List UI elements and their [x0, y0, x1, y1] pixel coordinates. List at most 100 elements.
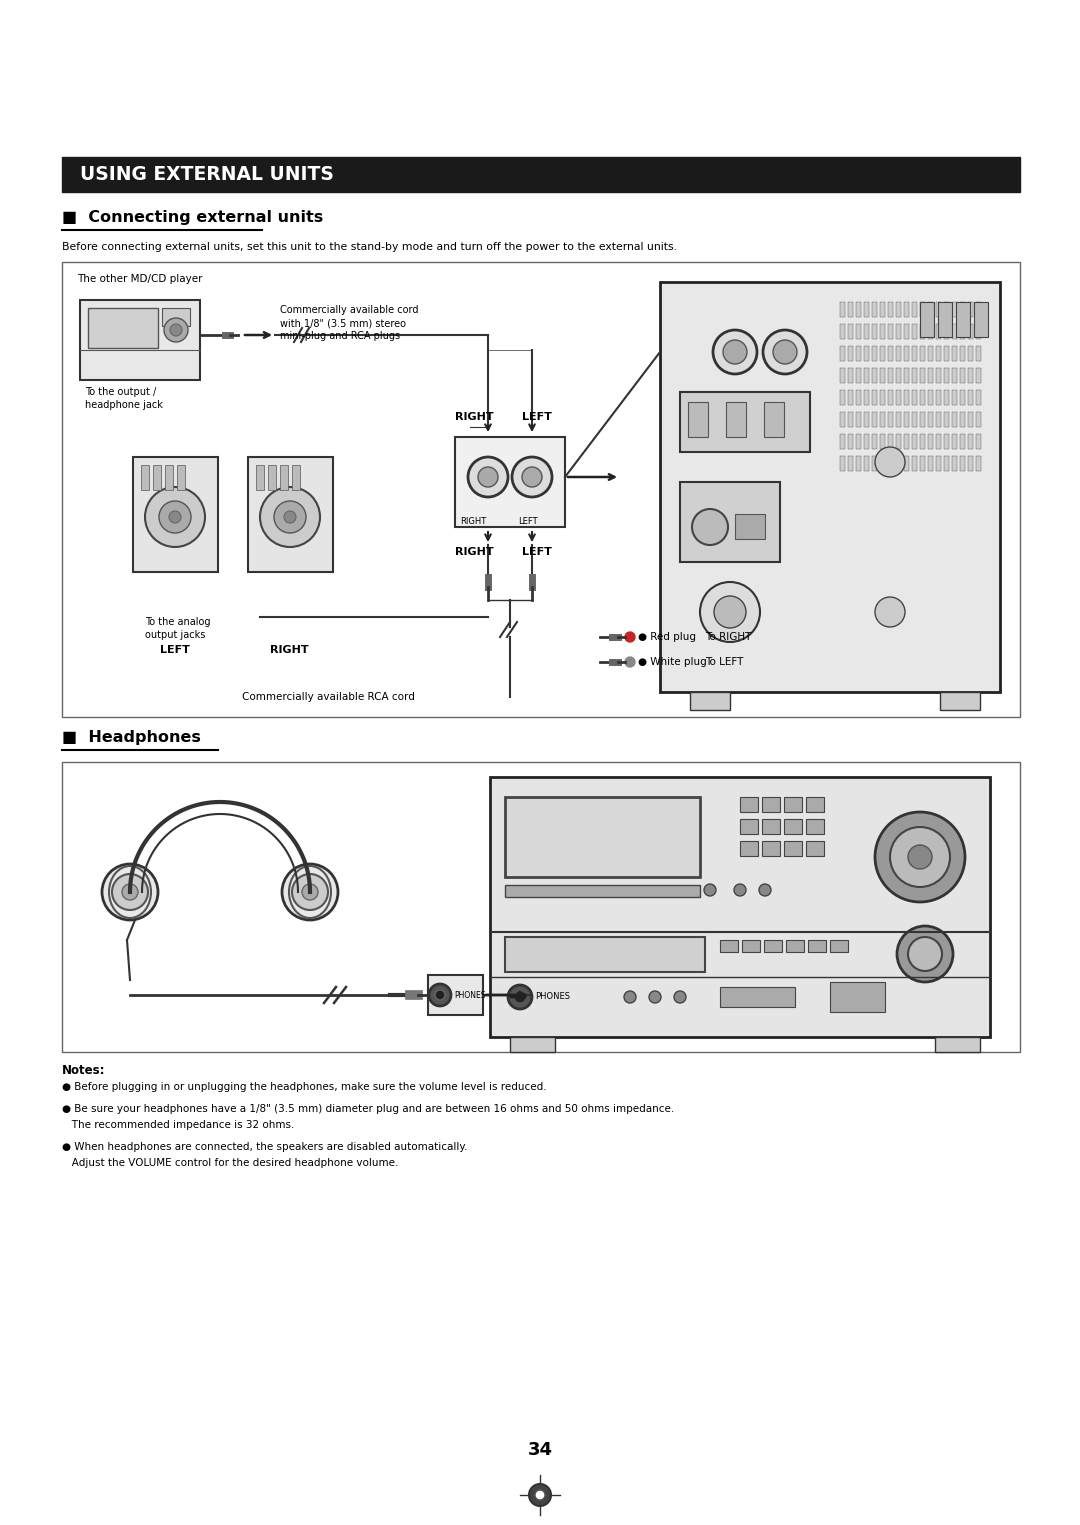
Bar [904, 346, 909, 361]
Bar [968, 368, 973, 383]
Bar [864, 368, 869, 383]
Bar [936, 302, 941, 317]
Bar [951, 368, 957, 383]
Bar [784, 798, 802, 811]
Bar [880, 323, 885, 339]
Bar [960, 323, 966, 339]
Circle shape [122, 884, 138, 900]
Bar [856, 302, 861, 317]
Text: RIGHT: RIGHT [455, 547, 494, 557]
Bar [880, 390, 885, 406]
Bar [928, 323, 933, 339]
Circle shape [714, 596, 746, 628]
Bar [912, 390, 917, 406]
Bar [960, 435, 966, 448]
Bar [944, 390, 949, 406]
Circle shape [674, 991, 686, 1003]
Circle shape [625, 631, 635, 642]
Text: USING EXTERNAL UNITS: USING EXTERNAL UNITS [80, 165, 334, 185]
Bar [720, 987, 795, 1007]
Bar [940, 692, 980, 711]
Bar [280, 465, 288, 490]
Text: Notes:: Notes: [62, 1064, 106, 1077]
Circle shape [908, 845, 932, 869]
Circle shape [292, 874, 328, 910]
Bar [912, 302, 917, 317]
Bar [864, 390, 869, 406]
Bar [951, 390, 957, 406]
Bar [784, 819, 802, 834]
Bar [856, 346, 861, 361]
Bar [968, 323, 973, 339]
Bar [880, 346, 885, 361]
Bar [928, 346, 933, 361]
Bar [936, 456, 941, 471]
Bar [976, 412, 981, 427]
Bar [968, 456, 973, 471]
Bar [740, 819, 758, 834]
Bar [912, 456, 917, 471]
Bar [806, 819, 824, 834]
Bar [920, 435, 924, 448]
Circle shape [468, 458, 508, 497]
Bar [840, 412, 845, 427]
Bar [764, 939, 782, 952]
Bar [968, 435, 973, 448]
Bar [960, 368, 966, 383]
Bar [248, 458, 333, 572]
Bar [920, 323, 924, 339]
Text: To RIGHT: To RIGHT [705, 631, 752, 642]
Bar [762, 840, 780, 856]
Bar [690, 692, 730, 711]
Bar [872, 323, 877, 339]
Text: ● Red plug: ● Red plug [638, 631, 696, 642]
Bar [928, 456, 933, 471]
Bar [840, 435, 845, 448]
Circle shape [164, 319, 188, 342]
Bar [735, 514, 765, 538]
Bar [848, 346, 853, 361]
Bar [840, 368, 845, 383]
Bar [936, 412, 941, 427]
Bar [872, 435, 877, 448]
Bar [848, 456, 853, 471]
Text: PHONES: PHONES [454, 991, 486, 1000]
Bar [165, 465, 173, 490]
Circle shape [478, 467, 498, 486]
Bar [848, 412, 853, 427]
Bar [944, 302, 949, 317]
Bar [880, 302, 885, 317]
Bar [896, 390, 901, 406]
Text: LEFT: LEFT [518, 517, 538, 526]
Bar [968, 302, 973, 317]
Text: Before connecting external units, set this unit to the stand-by mode and turn of: Before connecting external units, set th… [62, 242, 677, 252]
Bar [976, 323, 981, 339]
Bar [153, 465, 161, 490]
Bar [956, 302, 970, 337]
Bar [856, 456, 861, 471]
Bar [848, 302, 853, 317]
Bar [944, 435, 949, 448]
Bar [888, 368, 893, 383]
Circle shape [102, 865, 158, 920]
Bar [888, 302, 893, 317]
Bar [936, 323, 941, 339]
Bar [912, 368, 917, 383]
Bar [888, 323, 893, 339]
Bar [888, 435, 893, 448]
Bar [268, 465, 276, 490]
Circle shape [508, 985, 532, 1010]
Circle shape [282, 865, 338, 920]
Bar [896, 323, 901, 339]
Bar [951, 346, 957, 361]
Bar [904, 323, 909, 339]
Bar [944, 456, 949, 471]
Bar [920, 456, 924, 471]
Bar [896, 346, 901, 361]
Bar [455, 438, 565, 528]
Bar [951, 435, 957, 448]
Bar [960, 412, 966, 427]
Bar [944, 323, 949, 339]
Bar [968, 390, 973, 406]
Bar [141, 465, 149, 490]
